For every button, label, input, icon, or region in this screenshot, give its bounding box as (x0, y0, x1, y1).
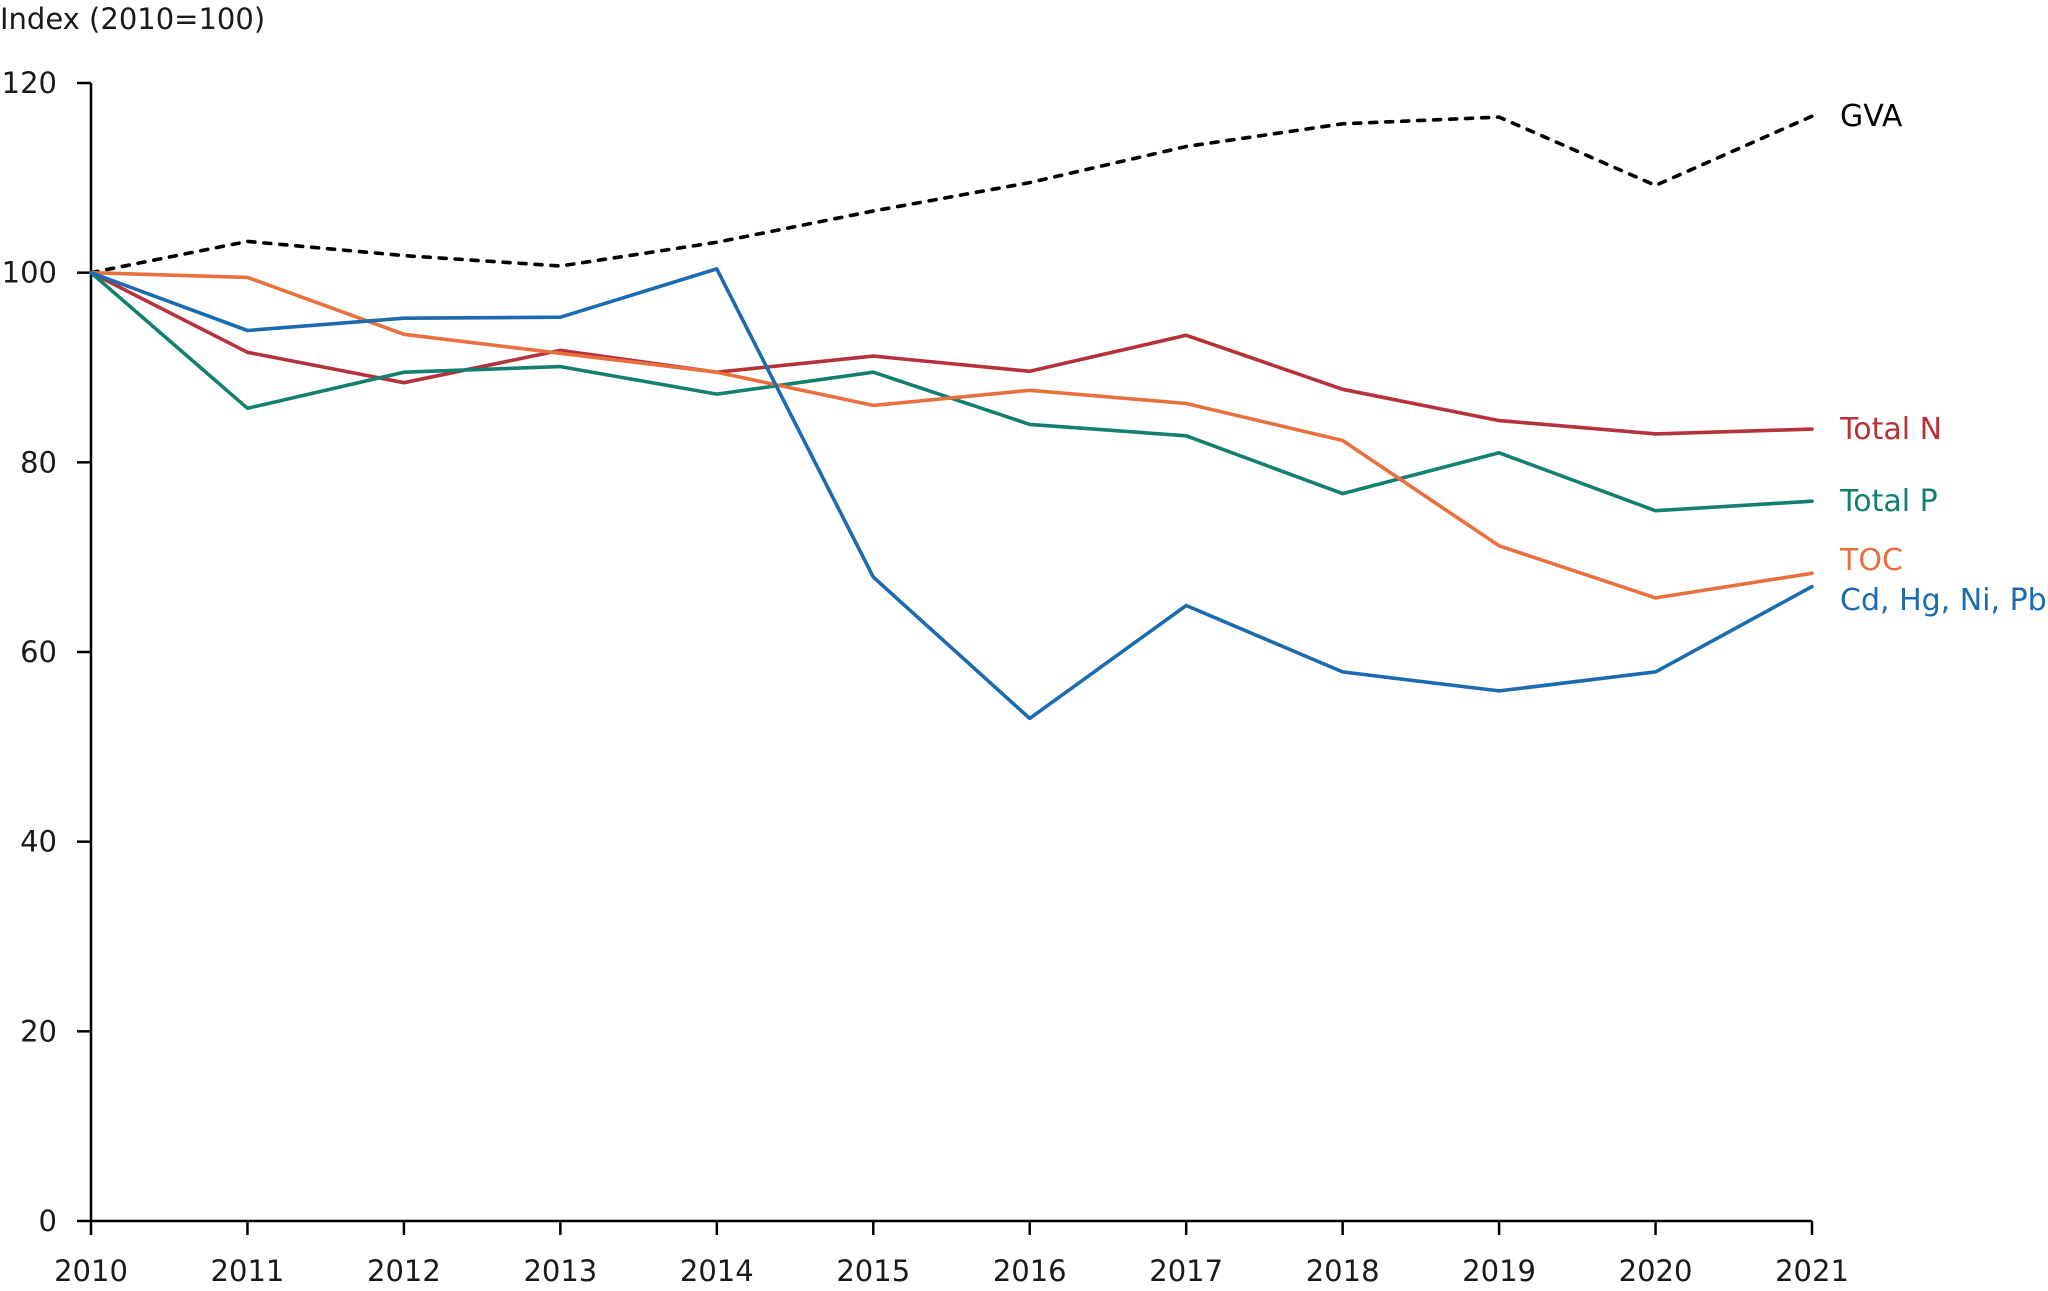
series-label-gva: GVA (1840, 99, 1903, 134)
x-tick-label: 2017 (1149, 1254, 1223, 1288)
x-tick-label: 2021 (1775, 1254, 1849, 1288)
series-label-total-n: Total N (1839, 412, 1942, 447)
y-tick-label: 40 (20, 825, 57, 859)
y-tick-label: 60 (20, 635, 57, 669)
series-group (89, 114, 1814, 721)
x-tick-label: 2011 (211, 1254, 285, 1288)
x-tick-label: 2016 (993, 1254, 1067, 1288)
x-tick-label: 2014 (680, 1254, 754, 1288)
x-tick-label: 2018 (1306, 1254, 1380, 1288)
series-line-total-n (89, 270, 1814, 436)
y-tick-label: 120 (2, 66, 57, 100)
series-label-total-p: Total P (1839, 484, 1938, 519)
series-label-toc: TOC (1839, 543, 1903, 578)
y-tick-label: 100 (2, 256, 57, 290)
y-tick-label: 0 (39, 1204, 57, 1238)
x-tick-label: 2019 (1462, 1254, 1536, 1288)
y-axis-title: Index (2010=100) (0, 2, 265, 36)
series-line-total-p (89, 270, 1814, 513)
y-tick-label: 20 (20, 1014, 57, 1048)
x-tick-label: 2010 (54, 1254, 128, 1288)
series-line-gva (89, 114, 1814, 275)
axes: 0 20 40 60 80 100 120 2010 2011 2012 2013 2014 2015 2… (2, 66, 1849, 1288)
x-tick-label: 2015 (836, 1254, 910, 1288)
series-line-cd-hg-ni-pb (89, 267, 1814, 721)
y-tick-label: 80 (20, 445, 57, 479)
x-tick-label: 2012 (367, 1254, 441, 1288)
x-tick-label: 2020 (1619, 1254, 1693, 1288)
series-labels: GVA Total N Total P TOC Cd, Hg, Ni, Pb (1839, 99, 2047, 618)
series-line-toc (89, 270, 1814, 600)
x-tick-label: 2013 (523, 1254, 597, 1288)
series-label-cd-hg-ni-pb: Cd, Hg, Ni, Pb (1840, 583, 2047, 618)
